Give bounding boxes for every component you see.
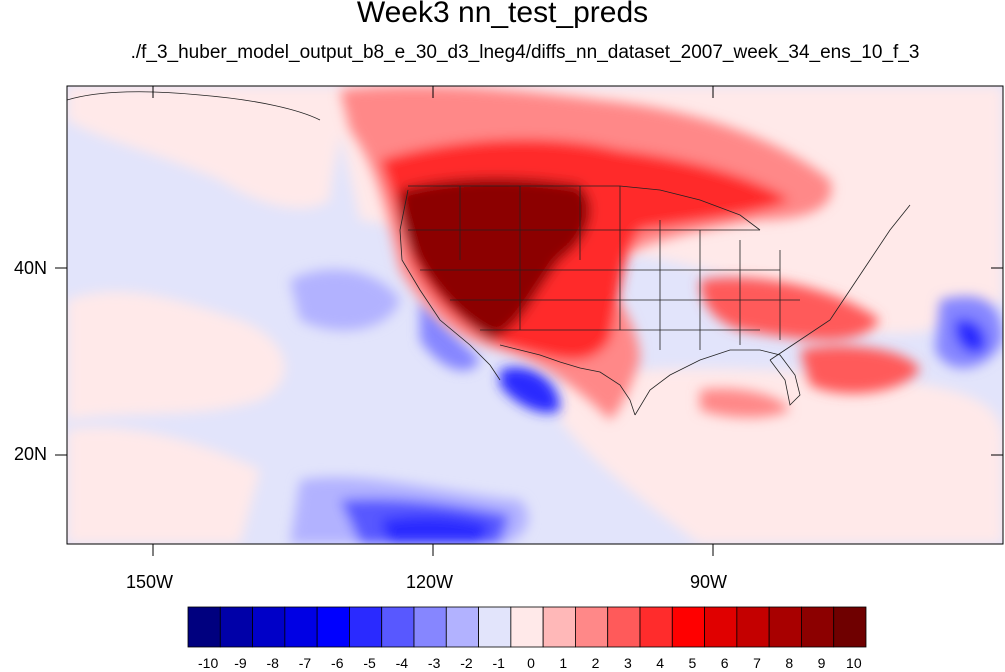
colorbar-swatch [736, 606, 770, 648]
colorbar-swatch [542, 606, 576, 648]
colorbar-swatch [219, 606, 253, 648]
colorbar-tick-label: 9 [817, 655, 826, 671]
colorbar-tick-label: 4 [656, 655, 665, 671]
negative-regions [290, 269, 1003, 544]
lat-tick-40n: 40N [14, 258, 48, 278]
colorbar-tick-label: -2 [460, 655, 473, 671]
lon-tick-90w: 90W [690, 572, 728, 592]
colorbar-swatch [833, 606, 867, 648]
coastlines-and-borders [67, 91, 911, 416]
colorbar-swatch [639, 606, 673, 648]
colorbar-swatch [510, 606, 544, 648]
colorbar-tick-label: 0 [527, 655, 535, 671]
anomaly-field [67, 86, 1003, 544]
colorbar-tick-label: 8 [785, 655, 794, 671]
colorbar-swatch [316, 606, 350, 648]
colorbar-swatch [349, 606, 383, 648]
lon-tick-120w: 120W [406, 572, 454, 592]
axis-ticks [55, 86, 1003, 556]
colorbar-swatch [187, 606, 221, 648]
colorbar-swatch [801, 606, 835, 648]
colorbar-swatch [252, 606, 286, 648]
colorbar-tick-label: -7 [298, 655, 312, 671]
colorbar-swatch [478, 606, 512, 648]
colorbar-swatch [768, 606, 802, 648]
map-title: Week3 nn_test_preds [356, 0, 649, 29]
colorbar-tick-label: -5 [363, 655, 376, 671]
colorbar-swatch [575, 606, 609, 648]
positive-regions [340, 86, 920, 420]
colorbar-tick-label: -9 [234, 655, 247, 671]
colorbar-tick-label: 5 [688, 655, 697, 671]
colorbar-tick-label: 1 [559, 655, 568, 671]
colorbar-tick-label: 10 [846, 655, 862, 671]
colorbar-tick-label: 2 [591, 655, 600, 671]
colorbar-swatch [381, 606, 415, 648]
colorbar-swatch [445, 606, 479, 648]
colorbar-tick-label: 6 [720, 655, 729, 671]
colorbar-tick-label: 7 [753, 655, 761, 671]
lon-tick-150w: 150W [126, 572, 174, 592]
colorbar-tick-label: -10 [198, 655, 219, 671]
plot-frame [66, 85, 1004, 545]
colorbar-swatch [607, 606, 641, 648]
map-subtitle: ./f_3_huber_model_output_b8_e_30_d3_lneg… [130, 42, 920, 63]
colorbar-tick-label: -8 [266, 655, 279, 671]
colorbar-swatch [671, 606, 705, 648]
colorbar [187, 606, 867, 648]
lat-tick-20n: 20N [14, 444, 48, 464]
colorbar-tick-label: -4 [395, 655, 409, 671]
colorbar-swatch [284, 606, 318, 648]
colorbar-tick-label: -1 [492, 655, 505, 671]
colorbar-tick-label: -6 [331, 655, 344, 671]
colorbar-swatch [413, 606, 447, 648]
colorbar-tick-label: 3 [623, 655, 632, 671]
colorbar-tick-label: -3 [427, 655, 441, 671]
colorbar-swatch [704, 606, 738, 648]
